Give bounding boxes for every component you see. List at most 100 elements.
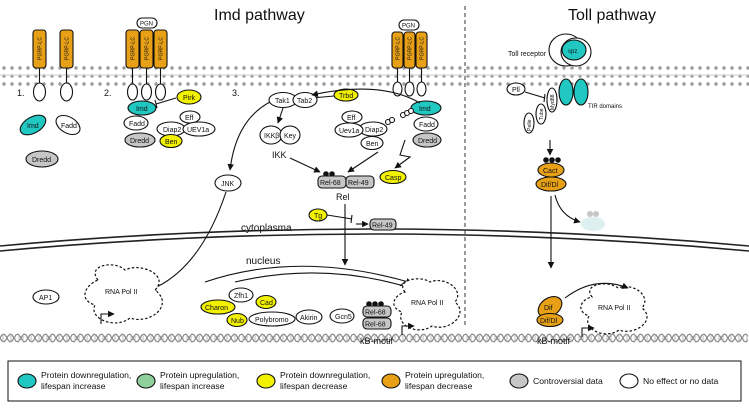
cad-node: Cad [255,294,277,310]
svg-text:IKKβ: IKKβ [264,133,279,140]
svg-text:RNA Pol II: RNA Pol II [105,289,137,296]
svg-text:Diap2: Diap2 [365,127,383,134]
kb-motif-label-1: kB-motif [360,336,394,346]
svg-text:PGRP-LC: PGRP-LC [159,37,165,60]
rna-pol-ii-1: RNA Pol II [84,264,163,324]
pelle-node: Pelle [523,112,535,134]
svg-text:Akirin: Akirin [300,315,318,322]
pgrp-lc-receptor-1: PGRP-LC [32,29,47,102]
myd88-node: Myd88 [546,87,558,113]
svg-text:RNA Pol II: RNA Pol II [598,305,630,312]
ben-node-3: Ben [360,135,384,151]
svg-text:Cact: Cact [543,168,557,175]
svg-text:Ben: Ben [366,141,379,148]
step-1-label: 1. [17,88,25,98]
ikkb-node: IKKβ [259,125,283,145]
fadd-node-1: Fadd [55,114,81,136]
pirk-node: Pirk [176,89,202,105]
svg-text:Imd: Imd [419,106,431,113]
legend-swatch [17,373,37,389]
svg-text:Tube: Tube [539,108,545,120]
ikk-label: IKK [272,150,287,160]
svg-text:Eff: Eff [347,115,355,122]
rna-pol-ii-2: RNA Pol II [393,278,461,335]
svg-text:Tg: Tg [314,213,322,220]
svg-text:Ben: Ben [165,139,178,146]
legend-swatch [509,373,529,389]
nub-node: Nub [226,312,248,328]
svg-text:Rel-68: Rel-68 [365,310,386,317]
jnk-node: JNK [214,174,242,192]
uev1a-node-3: Uev1a [334,122,364,138]
pgrp-lc-complex-3: PGRP-LC PGRP-LC PGRP-LC [391,31,428,97]
step-3-label: 3. [232,88,240,98]
svg-text:Rel-49: Rel-49 [348,180,369,187]
svg-text:Key: Key [284,133,297,140]
svg-text:Pelle: Pelle [527,119,533,131]
legend-item-4: Protein upregulation,lifespan decrease [381,370,484,391]
akirin-node: Akirin [295,309,323,325]
rna-pol-ii-3: RNA Pol II [580,283,648,337]
svg-text:Fadd: Fadd [61,123,77,130]
legend-swatch [619,373,639,389]
charon-node: Charon [200,299,236,315]
svg-text:Imd: Imd [27,123,39,130]
svg-text:Diap2: Diap2 [163,127,181,134]
kb-motif-label-2: kB-motif [537,336,571,346]
svg-text:PGRP-LC: PGRP-LC [145,37,151,60]
tir-domains-label: TIR domains [588,104,622,110]
dna-helix [0,333,749,343]
svg-text:PGN: PGN [140,22,153,28]
legend-item-1: Protein downregulation,lifespan increase [17,370,131,391]
rel-label: Rel [336,192,350,202]
nuclear-envelope [0,228,749,252]
fadd-node-2: Fadd [123,115,149,131]
legend-label: Protein upregulation, [405,370,484,380]
legend-swatch [136,373,156,389]
cact-dif-complex: Cact Dif/Dl [535,157,567,192]
svg-text:Dif/Dl: Dif/Dl [540,318,558,325]
fadd-node-3: Fadd [413,116,439,132]
legend-label: Controversial data [533,376,603,386]
svg-text:Zfh1: Zfh1 [234,293,248,300]
legend-label: Protein upregulation, [160,370,239,380]
pgn-ligand-3: PGN [398,19,420,31]
svg-text:PGRP-LC: PGRP-LC [65,37,71,60]
legend: Protein downregulation,lifespan increase… [7,360,742,402]
trbd-node: Trbd [333,88,359,102]
rel-dimer-nucleus: Rel-68 Rel-68 [362,301,392,330]
legend-item-5: Controversial data [509,373,603,389]
tg-node: Tg [308,208,328,222]
svg-text:Nub: Nub [231,318,244,325]
polybromo-node: Polybromo [248,311,296,327]
svg-text:Polybromo: Polybromo [255,317,289,324]
imd-node-2: Imd [127,100,157,116]
svg-text:Tak1: Tak1 [275,98,290,105]
dredd-node-3: Dredd [412,132,442,148]
rel-complex: Rel-68 Rel-49 [317,171,375,189]
legend-label: Protein downregulation, [280,370,370,380]
dif-dl-nucleus: Dif Dif/Dl [536,295,564,328]
pgrp-lc-complex-2: PGRP-LC PGRP-LC PGRP-LC [125,29,168,101]
gcn5-node: Gcn5 [329,308,355,324]
eff-node-2: Eff [179,110,201,124]
pll-node: Pll [506,82,526,96]
svg-text:spz: spz [568,49,577,55]
ap1-node: AP1 [32,289,60,305]
zfh1-node: Zfh1 [228,287,254,303]
key-node: Key [279,125,301,145]
legend-sublabel: lifespan decrease [280,381,348,391]
svg-text:Pll: Pll [512,87,520,94]
svg-text:AP1: AP1 [39,295,52,302]
svg-text:Eff: Eff [185,115,193,122]
pgn-ligand-2: PGN [136,17,158,29]
title-toll-pathway: Toll pathway [568,7,656,24]
svg-text:Dredd: Dredd [130,138,149,145]
svg-text:Imd: Imd [136,106,148,113]
svg-text:PGRP-LC: PGRP-LC [38,37,44,60]
svg-text:Pirk: Pirk [183,95,196,102]
svg-text:Rel-49: Rel-49 [372,223,393,230]
svg-text:Dif: Dif [544,305,553,312]
svg-text:PGRP-LC: PGRP-LC [396,37,402,60]
